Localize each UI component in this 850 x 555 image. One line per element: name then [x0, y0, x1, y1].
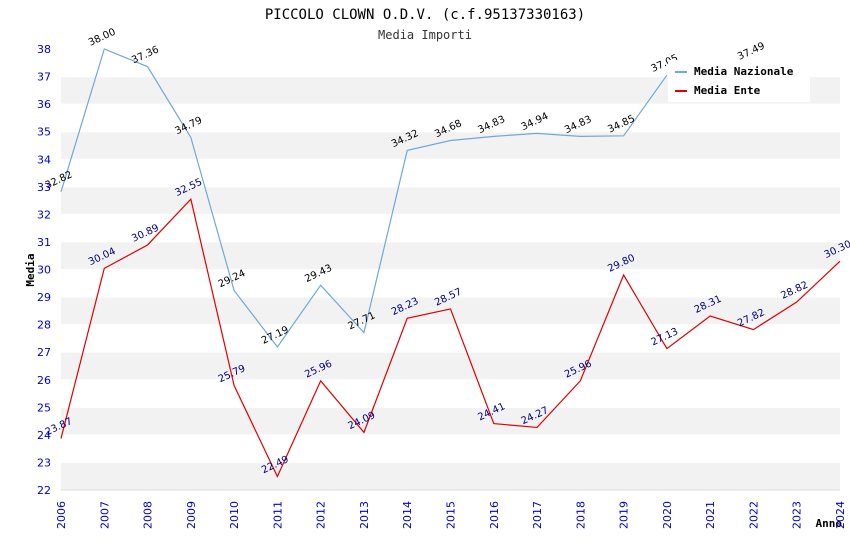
grid-band [61, 434, 840, 463]
y-tick-label: 26 [37, 374, 51, 387]
legend-label-media-ente: Media Ente [694, 84, 761, 97]
x-tick-label: 2012 [315, 501, 328, 529]
x-tick-label: 2013 [358, 501, 371, 529]
grid-band [61, 324, 840, 353]
grid-band [61, 214, 840, 242]
x-tick-label: 2022 [747, 501, 760, 529]
x-tick-label: 2021 [704, 501, 717, 529]
y-tick-label: 22 [37, 484, 51, 497]
grid-band [61, 379, 840, 408]
series-line-media-ente [60, 197, 841, 478]
y-tick-label: 36 [37, 98, 51, 111]
plot-background [61, 48, 840, 491]
grid-band [61, 131, 840, 160]
x-tick-label: 2020 [661, 501, 674, 529]
x-tick-label: 2018 [574, 501, 587, 529]
y-tick-label: 29 [37, 291, 51, 304]
x-tick-label: 2009 [185, 501, 198, 529]
y-tick-label: 33 [37, 181, 51, 194]
legend-box [668, 60, 810, 102]
grid-band [61, 297, 840, 325]
grid-band [61, 159, 840, 187]
data-label-media-nazionale: 38.00 [87, 27, 118, 49]
grid-band [61, 104, 840, 132]
x-tick-label: 2019 [618, 501, 631, 529]
y-tick-label: 37 [37, 71, 51, 84]
grid-band [61, 352, 840, 380]
x-axis: 2006 2007 2008 2009 2010 2011 2012 2013 2014 2015… [55, 501, 847, 529]
grid-band [61, 241, 840, 270]
y-axis: 22 23 24 25 26 27 28 29 30 31 32 33 34 35 36 37 38 [37, 43, 51, 497]
x-tick-label: 2017 [531, 501, 544, 529]
x-tick-label: 2014 [401, 501, 414, 529]
y-tick-label: 34 [37, 153, 51, 166]
x-tick-label: 2007 [98, 501, 111, 529]
x-tick-label: 2011 [271, 501, 284, 529]
grid-band [61, 269, 840, 298]
y-tick-label: 32 [37, 208, 51, 221]
y-tick-label: 23 [37, 456, 51, 469]
x-tick-label: 2024 [834, 501, 847, 529]
x-tick-label: 2016 [488, 501, 501, 529]
y-tick-label: 35 [37, 126, 51, 139]
y-tick-label: 31 [37, 236, 51, 249]
x-axis-title: Anno [816, 517, 843, 530]
x-tick-label: 2006 [55, 501, 68, 529]
x-tick-label: 2008 [142, 501, 155, 529]
x-tick-label: 2015 [445, 501, 458, 529]
legend: Media Nazionale Media Ente [668, 60, 810, 102]
grid-band [61, 407, 840, 435]
grid-band [61, 462, 840, 490]
y-tick-label: 25 [37, 401, 51, 414]
y-tick-label: 30 [37, 264, 51, 277]
series-line-media-nazionale [60, 48, 668, 348]
chart-title: PICCOLO CLOWN O.D.V. (c.f.95137330163) [265, 7, 585, 23]
y-tick-label: 24 [37, 429, 51, 442]
legend-label-media-nazionale: Media Nazionale [694, 65, 794, 78]
chart-subtitle: Media Importi [378, 28, 472, 42]
y-tick-label: 27 [37, 346, 51, 359]
y-tick-label: 28 [37, 319, 51, 332]
series-lines [60, 48, 841, 478]
y-tick-label: 38 [37, 43, 51, 56]
y-axis-title: Media [24, 253, 37, 286]
x-tick-label: 2023 [791, 501, 804, 529]
x-tick-label: 2010 [228, 501, 241, 529]
